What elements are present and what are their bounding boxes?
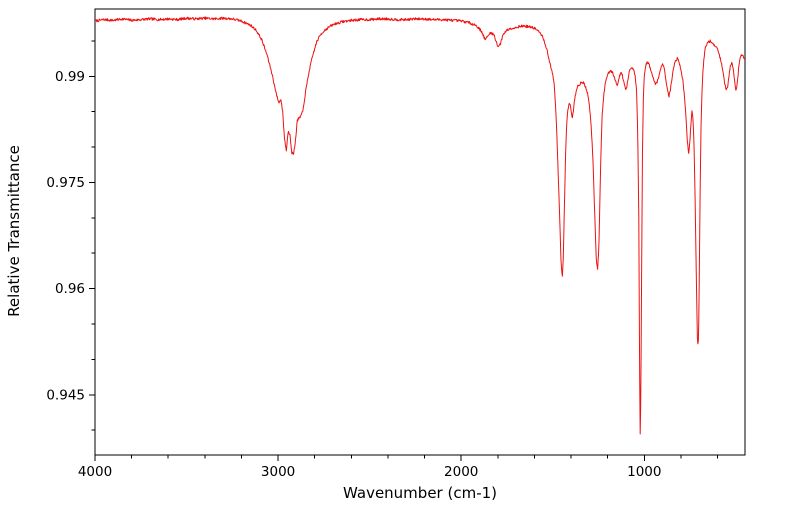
x-tick-label: 1000: [627, 464, 661, 480]
y-tick-label: 0.96: [55, 281, 85, 297]
y-tick-label: 0.975: [46, 175, 85, 191]
y-tick-label: 0.99: [55, 69, 85, 85]
plot-border: [94, 8, 746, 456]
x-tick-label: 2000: [444, 464, 478, 480]
x-tick-label: 3000: [261, 464, 295, 480]
spectrum-line: [95, 16, 745, 435]
y-axis-label: Relative Transmittance: [5, 145, 23, 317]
y-tick-label: 0.945: [46, 387, 85, 403]
x-tick-label: 4000: [78, 464, 112, 480]
x-axis-label: Wavenumber (cm-1): [343, 484, 497, 502]
